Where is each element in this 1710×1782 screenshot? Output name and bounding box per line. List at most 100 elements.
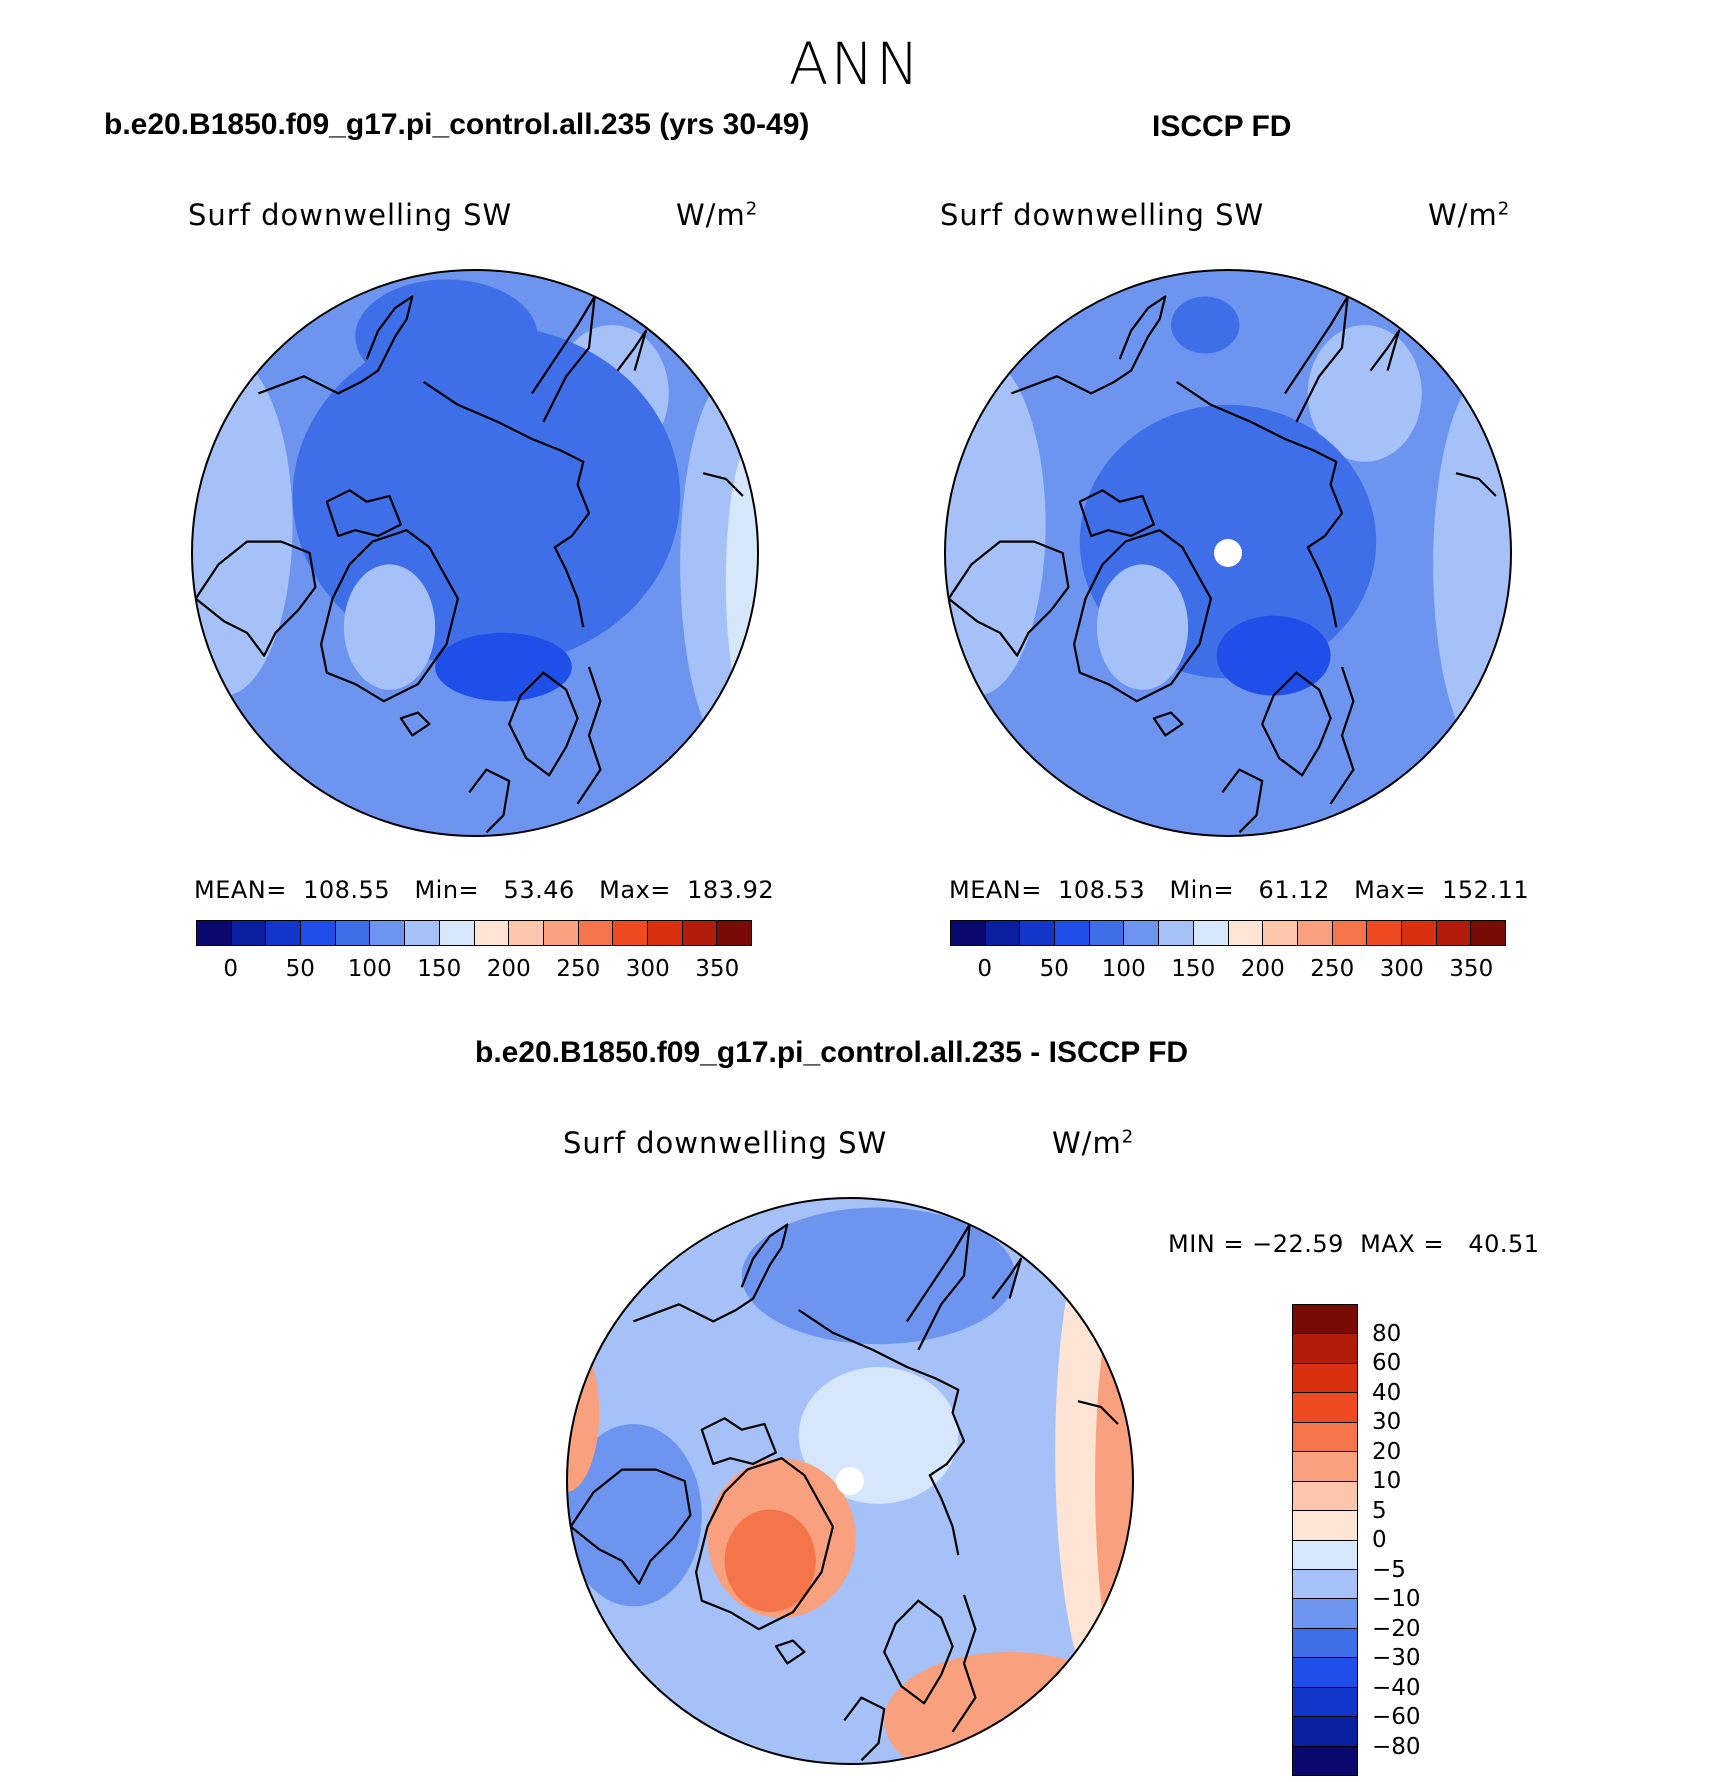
units-label-diff: W/m2 [1052,1126,1135,1160]
colorbar-swatch [1159,921,1194,945]
colorbar-swatch [1228,921,1264,945]
colorbar-swatch [1263,921,1298,945]
colorbar-tick-label: −20 [1372,1615,1421,1642]
variable-label-diff: Surf downwelling SW [563,1126,888,1160]
colorbar-swatch [1367,921,1402,945]
units-label-model: W/m2 [676,198,759,232]
colorbar-swatch [197,921,232,945]
map-obs [944,269,1512,837]
colorbar-tick-label: 50 [1039,956,1069,982]
colorbar-tick-label: 150 [417,956,462,982]
colorbar-ticks-obs: 0 50 100 150 200 250 300 350 [950,956,1506,986]
colorbar-obs [950,920,1506,946]
colorbar-tick-label: 300 [1379,956,1424,982]
colorbar-swatch [1293,1540,1357,1570]
colorbar-swatch [985,921,1021,945]
colorbar-tick-label: 80 [1372,1320,1402,1347]
colorbar-swatch [1436,921,1472,945]
colorbar-swatch [1293,1363,1357,1394]
colorbar-swatch [335,921,371,945]
colorbar-swatch [1293,1393,1357,1423]
colorbar-swatch [439,921,475,945]
colorbar-tick-label: 0 [1372,1527,1387,1553]
colorbar-tick-label: 100 [347,956,392,982]
colorbar-tick-label: 250 [1310,956,1355,982]
colorbar-swatch [613,921,648,945]
colorbar-swatch [1332,921,1368,945]
colorbar-tick-label: 30 [1372,1409,1402,1435]
colorbar-swatch [509,921,544,945]
colorbar-tick-label: 60 [1372,1350,1402,1376]
colorbar-ticks-diff: 80 60 40 30 20 10 5 0 −5 −10 −20 −30 −40 −60 −80 [1372,1304,1452,1776]
colorbar-swatch [1293,1305,1357,1335]
colorbar-tick-label: 0 [223,956,239,982]
stats-model: MEAN= 108.55 Min= 53.46 Max= 183.92 [194,876,775,904]
colorbar-swatch [1124,921,1160,945]
colorbar-tick-label: −60 [1372,1704,1421,1730]
colorbar-swatch [951,921,986,945]
colorbar-tick-label: 10 [1372,1468,1402,1494]
colorbar-swatch [1297,921,1333,945]
colorbar-swatch [301,921,336,945]
variable-label-model: Surf downwelling SW [188,198,513,232]
colorbar-swatch [405,921,440,945]
variable-label-obs: Surf downwelling SW [940,198,1265,232]
colorbar-tick-label: −40 [1372,1674,1421,1701]
colorbar-tick-label: 0 [977,956,993,982]
colorbar-swatch [682,921,718,945]
colorbar-swatch [370,921,406,945]
map-model [191,269,759,837]
colorbar-tick-label: 250 [556,956,601,982]
colorbar-tick-label: 5 [1372,1497,1387,1524]
colorbar-diff [1292,1304,1358,1776]
colorbar-tick-label: 100 [1101,956,1146,982]
colorbar-swatch [1020,921,1056,945]
colorbar-tick-label: −5 [1372,1556,1406,1583]
colorbar-swatch [1293,1422,1357,1453]
colorbar-swatch [231,921,267,945]
panel-title-diff: b.e20.B1850.f09_g17.pi_control.all.235 -… [475,1036,1189,1069]
colorbar-swatch [1293,1481,1357,1512]
pole-mask [1214,539,1242,567]
panel-title-obs: ISCCP FD [1152,110,1292,143]
colorbar-swatch [1293,1658,1357,1688]
colorbar-tick-label: 200 [486,956,531,982]
colorbar-swatch [1401,921,1437,945]
colorbar-tick-label: 200 [1240,956,1285,982]
colorbar-tick-label: 350 [1449,956,1494,982]
map-diff [566,1197,1134,1765]
stats-diff: MIN = −22.59 MAX = 40.51 [1168,1230,1540,1258]
colorbar-swatch [1293,1746,1357,1775]
colorbar-tick-label: −10 [1372,1586,1421,1612]
colorbar-swatch [1293,1452,1357,1482]
colorbar-swatch [717,921,751,945]
colorbar-swatch [1293,1717,1357,1747]
colorbar-tick-label: 350 [695,956,740,982]
colorbar-tick-label: −30 [1372,1645,1421,1671]
colorbar-swatch [578,921,614,945]
colorbar-swatch [1193,921,1229,945]
colorbar-ticks-model: 0 50 100 150 200 250 300 350 [196,956,752,986]
colorbar-swatch [1055,921,1090,945]
figure-title: ANN [788,30,922,98]
colorbar-swatch [474,921,510,945]
colorbar-swatch [1293,1628,1357,1659]
colorbar-swatch [1089,921,1125,945]
colorbar-swatch [1293,1334,1357,1364]
colorbar-tick-label: 150 [1171,956,1216,982]
colorbar-swatch [543,921,579,945]
colorbar-swatch [1293,1569,1357,1600]
colorbar-swatch [1293,1687,1357,1718]
colorbar-tick-label: −80 [1372,1733,1421,1760]
colorbar-tick-label: 300 [625,956,670,982]
colorbar-swatch [647,921,683,945]
units-label-obs: W/m2 [1428,198,1511,232]
colorbar-swatch [1293,1599,1357,1629]
panel-title-model: b.e20.B1850.f09_g17.pi_control.all.235 (… [104,108,810,141]
colorbar-tick-label: 40 [1372,1379,1402,1406]
colorbar-model [196,920,752,946]
colorbar-swatch [266,921,302,945]
stats-obs: MEAN= 108.53 Min= 61.12 Max= 152.11 [949,876,1530,904]
pole-mask [836,1467,864,1495]
colorbar-tick-label: 50 [285,956,315,982]
